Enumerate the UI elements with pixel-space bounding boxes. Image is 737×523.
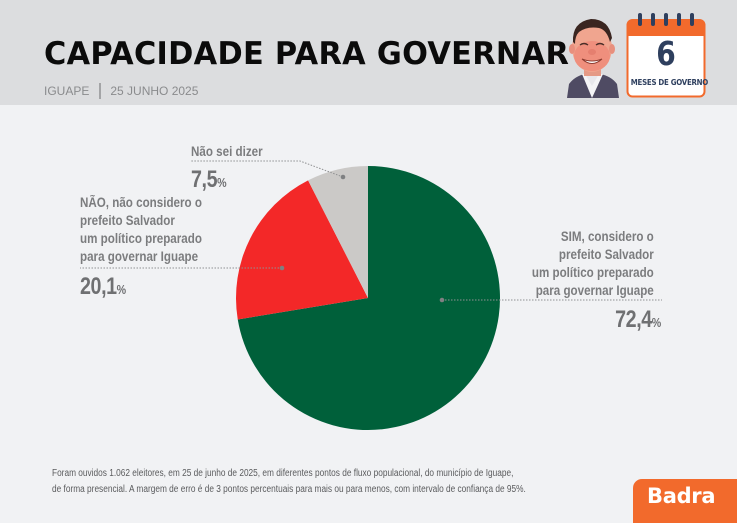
pie-chart-area: Não sei dizer 7,5% NÃO, não considero o … — [0, 105, 737, 465]
date-label: 25 JUNHO 2025 — [110, 84, 199, 98]
calendar-label: MESES DE GOVERNO — [630, 78, 709, 87]
value-unit: % — [651, 315, 661, 330]
value-unit: % — [116, 282, 127, 297]
leader-line-nao_sei — [191, 160, 344, 178]
methodology-footnote: Foram ouvidos 1.062 eleitores, em 25 de … — [52, 466, 526, 498]
label-line: prefeito Salvador — [80, 213, 175, 228]
label-line: para governar Iguape — [535, 283, 654, 298]
subtitle: IGUAPE 25 JUNHO 2025 — [44, 83, 198, 99]
slice-label-nao: NÃO, não considero o prefeito Salvador u… — [80, 194, 202, 266]
value-unit: % — [217, 175, 227, 190]
label-line: Não sei dizer — [191, 144, 263, 159]
label-line: para governar Iguape — [80, 249, 199, 264]
calendar-icon — [626, 13, 706, 98]
label-line: prefeito Salvador — [559, 247, 654, 262]
label-line: SIM, considero o — [561, 229, 654, 244]
page-title: CAPACIDADE PARA GOVERNAR — [44, 36, 570, 72]
brand-logo: Badra — [633, 479, 737, 523]
value-number: 7,5 — [191, 166, 218, 193]
calendar-badge: 6 MESES DE GOVERNO — [626, 12, 709, 98]
footnote-line: de forma presencial. A margem de erro é … — [52, 484, 526, 495]
slice-label-nao-sei: Não sei dizer — [191, 143, 263, 161]
value-number: 20,1 — [80, 273, 117, 300]
label-line: um político preparado — [80, 231, 202, 246]
leader-dot-sim — [439, 297, 445, 303]
calendar-number: 6 — [656, 34, 676, 73]
pie-slice-nao — [236, 180, 368, 320]
location-label: IGUAPE — [44, 84, 90, 98]
slice-value-sim: 72,4% — [615, 308, 661, 335]
label-line: um político preparado — [532, 265, 654, 280]
footnote-line: Foram ouvidos 1.062 eleitores, em 25 de … — [52, 468, 514, 479]
pie-chart — [80, 160, 662, 430]
leader-dot-nao — [279, 265, 285, 271]
slice-label-sim: SIM, considero o prefeito Salvador um po… — [532, 228, 654, 300]
header: CAPACIDADE PARA GOVERNAR IGUAPE 25 JUNHO… — [0, 0, 737, 105]
pie-slice-nao_sei — [308, 166, 368, 298]
caricature-portrait-icon — [567, 19, 619, 98]
slice-value-nao: 20,1% — [80, 275, 126, 302]
pie-slice-sim — [237, 166, 501, 430]
slice-value-nao-sei: 7,5% — [191, 168, 227, 195]
leader-dot-nao_sei — [340, 174, 346, 180]
value-number: 72,4 — [614, 306, 652, 333]
brand-logo-text: Badra — [647, 484, 716, 508]
label-line: NÃO, não considero o — [80, 195, 202, 210]
subtitle-divider — [99, 83, 102, 99]
